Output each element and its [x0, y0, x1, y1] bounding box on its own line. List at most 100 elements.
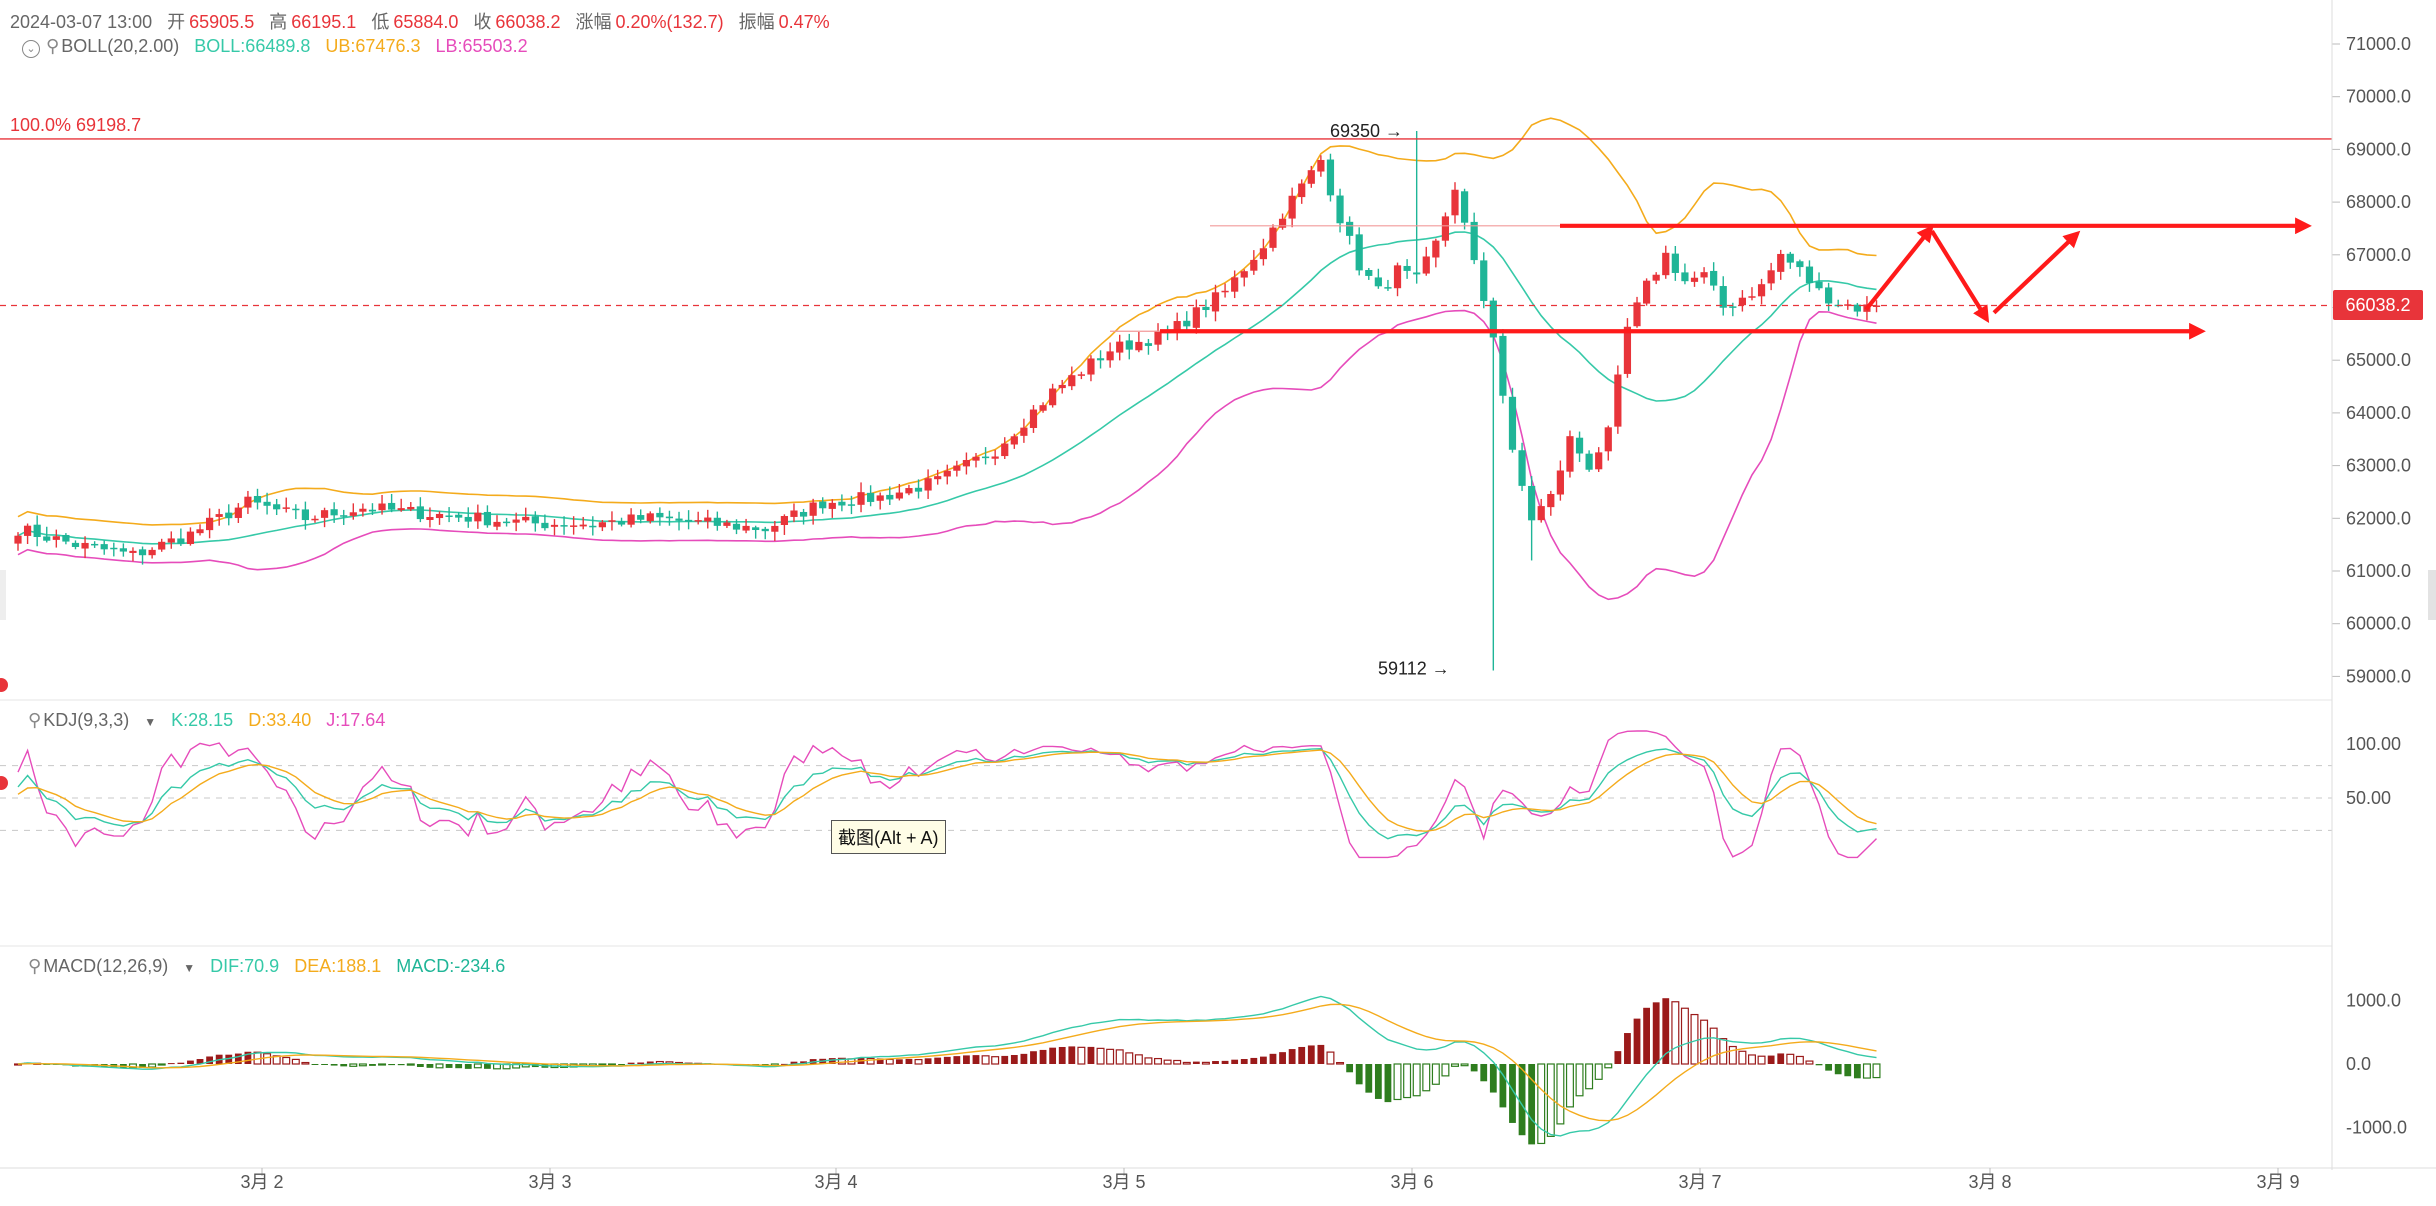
candle-body — [713, 517, 721, 526]
macd-histogram-bar — [1030, 1051, 1037, 1064]
candle-body — [1192, 307, 1200, 328]
macd-histogram-bar — [1001, 1055, 1009, 1064]
boll-label: BOLL(20,2.00) — [61, 36, 180, 56]
candle-body — [646, 513, 654, 522]
candle-body — [320, 510, 329, 518]
candle-body — [445, 515, 453, 517]
low-marker: 59112 → — [1378, 658, 1450, 678]
kdj-j: J:17.64 — [326, 710, 386, 730]
candle-body — [359, 508, 367, 512]
fib-label: 100.0% 69198.7 — [10, 115, 141, 135]
macd-histogram-bar — [1556, 1063, 1565, 1125]
time-tick-label: 3月 5 — [1102, 1172, 1145, 1192]
candle-body — [1288, 195, 1296, 219]
dropdown-icon[interactable]: ▼ — [144, 715, 157, 729]
high-marker: 69350 → — [1330, 121, 1403, 141]
low-value: 65884.0 — [393, 12, 459, 32]
candle-body — [627, 514, 635, 525]
candle-body — [81, 542, 89, 549]
candle-body — [1432, 240, 1440, 258]
candle-body — [694, 520, 702, 522]
candle-body — [828, 502, 836, 509]
macd-histogram-bar — [1068, 1046, 1076, 1064]
dropdown-icon[interactable]: ▼ — [183, 961, 196, 975]
macd-histogram-bar — [1815, 1064, 1823, 1066]
macd-histogram-bar — [895, 1059, 903, 1064]
candlesticks — [14, 130, 1881, 671]
boll-mid: BOLL:66489.8 — [194, 36, 311, 56]
close-label: 收 — [473, 12, 492, 32]
candle-body — [665, 516, 674, 519]
macd-histogram-bar — [1844, 1064, 1852, 1077]
candle-body — [1403, 265, 1411, 271]
macd-histogram-bar — [1662, 998, 1670, 1064]
right-scroll-handle[interactable] — [2428, 570, 2436, 620]
macd-histogram-bar — [139, 1064, 146, 1068]
macd-histogram-bar — [1853, 1064, 1861, 1079]
macd-histogram-bar — [1154, 1057, 1163, 1065]
bell-icon[interactable]: ⚲ — [28, 956, 42, 976]
price-tick-label: 62000.0 — [2346, 508, 2411, 528]
macd-histogram-bar — [1450, 1063, 1459, 1067]
macd-histogram-bar — [473, 1063, 482, 1069]
high-value: 66195.1 — [291, 12, 357, 32]
panel-dot[interactable] — [0, 678, 8, 692]
macd-histogram-bar — [321, 1064, 328, 1065]
macd-histogram-bar — [1594, 1063, 1603, 1080]
macd-histogram-bar — [953, 1056, 961, 1064]
candle-body — [62, 534, 70, 542]
macd-dif: DIF:70.9 — [210, 956, 280, 976]
macd-histogram-bar — [1317, 1044, 1325, 1064]
macd-histogram-bar — [598, 1063, 607, 1066]
macd-histogram-bar — [167, 1063, 175, 1065]
candle-body — [1719, 286, 1727, 308]
candle-body — [867, 492, 875, 502]
kdj-tick-label: 50.00 — [2346, 788, 2391, 808]
macd-histogram-bar — [128, 1063, 137, 1069]
left-scroll-handle[interactable] — [0, 570, 6, 620]
chevron-down-icon[interactable]: ⌄ — [22, 40, 40, 58]
candle-body — [167, 538, 175, 543]
bell-icon[interactable]: ⚲ — [46, 36, 60, 56]
macd-histogram-bar — [1279, 1052, 1286, 1064]
panel-dot[interactable] — [0, 776, 8, 790]
candle-body — [1652, 274, 1660, 281]
macd-histogram-bar — [1805, 1060, 1814, 1065]
macd-histogram-bar — [206, 1056, 213, 1064]
macd-histogram-bar — [291, 1058, 300, 1065]
macd-histogram-bar — [340, 1064, 348, 1067]
candle-body — [1623, 326, 1632, 374]
macd-histogram-bar — [484, 1064, 491, 1069]
macd-histogram-bar — [1872, 1063, 1881, 1079]
macd-histogram-bar — [378, 1063, 387, 1066]
macd-histogram-bar — [1643, 1007, 1650, 1064]
macd-histogram-bar — [943, 1056, 951, 1064]
candle-body — [1690, 277, 1699, 282]
open-label: 开 — [167, 12, 186, 32]
candle-body — [397, 508, 405, 511]
candle-body — [263, 501, 271, 506]
macd-histogram-bar — [1106, 1048, 1115, 1065]
macd-histogram-bar — [397, 1064, 405, 1066]
macd-histogram-bar — [369, 1064, 376, 1066]
open-value: 65905.5 — [189, 12, 255, 32]
candle-body — [934, 476, 942, 480]
candle-body — [1116, 341, 1124, 353]
candle-body — [1259, 248, 1267, 260]
close-value: 66038.2 — [495, 12, 561, 32]
candle-body — [1748, 296, 1756, 298]
macd-histogram-bar — [1365, 1064, 1373, 1093]
macd-histogram-bar — [1346, 1064, 1354, 1073]
candle-body — [1202, 306, 1210, 311]
price-tick-label: 71000.0 — [2346, 34, 2411, 54]
macd-histogram-bar — [1201, 1061, 1210, 1065]
candle-body — [110, 547, 118, 550]
macd-hist: MACD:-234.6 — [396, 956, 506, 976]
macd-tick-label: -1000.0 — [2346, 1118, 2407, 1138]
candle-body — [1633, 302, 1641, 327]
candle-body — [1278, 218, 1287, 228]
macd-histogram-bar — [1096, 1047, 1105, 1065]
bell-icon[interactable]: ⚲ — [28, 710, 42, 730]
